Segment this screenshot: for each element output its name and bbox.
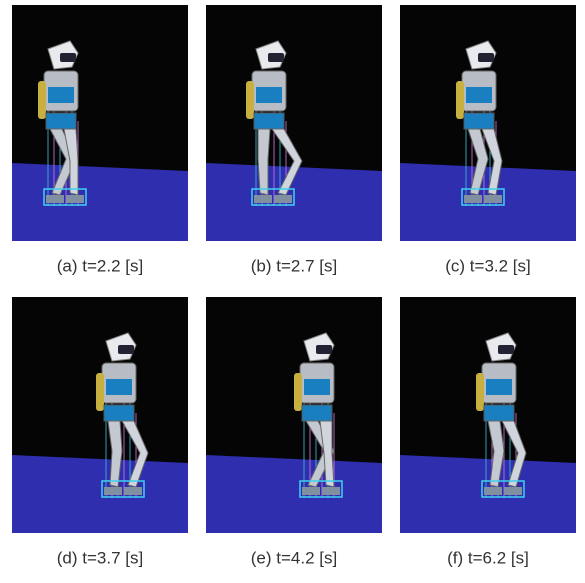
- robot-leg: [258, 129, 270, 195]
- floor: [206, 455, 382, 533]
- robot-hip: [104, 405, 134, 421]
- robot-hip: [46, 113, 76, 129]
- robot-foot: [254, 195, 272, 203]
- figure: (a) t=2.2 [s] (b) t=2.7 [s] (c) t=3.2 [s] (…: [0, 0, 585, 578]
- robot-foot: [302, 487, 320, 495]
- robot-arm: [38, 81, 46, 119]
- robot-arm: [476, 373, 484, 411]
- robot-foot: [274, 195, 292, 203]
- robot-visor: [478, 53, 494, 62]
- robot-chest: [466, 87, 492, 103]
- panel: [12, 5, 188, 241]
- floor: [12, 455, 188, 533]
- panel: [400, 297, 576, 533]
- robot-foot: [484, 195, 502, 203]
- robot-hip: [484, 405, 514, 421]
- robot-chest: [106, 379, 132, 395]
- robot-hip: [254, 113, 284, 129]
- robot-foot: [66, 195, 84, 203]
- caption: (d) t=3.7 [s]: [57, 548, 143, 567]
- robot-visor: [316, 345, 332, 354]
- caption: (c) t=3.2 [s]: [445, 256, 531, 275]
- robot-visor: [268, 53, 284, 62]
- robot-visor: [60, 53, 76, 62]
- robot-hip: [464, 113, 494, 129]
- caption: (b) t=2.7 [s]: [251, 256, 337, 275]
- robot-foot: [504, 487, 522, 495]
- robot-arm: [456, 81, 464, 119]
- robot-hip: [302, 405, 332, 421]
- floor: [12, 163, 188, 241]
- panel: [206, 297, 382, 533]
- robot-visor: [498, 345, 514, 354]
- caption: (e) t=4.2 [s]: [251, 548, 337, 567]
- robot-foot: [464, 195, 482, 203]
- caption: (f) t=6.2 [s]: [447, 548, 529, 567]
- robot-arm: [246, 81, 254, 119]
- robot-arm: [96, 373, 104, 411]
- caption: (a) t=2.2 [s]: [57, 256, 143, 275]
- robot-chest: [256, 87, 282, 103]
- robot-chest: [48, 87, 74, 103]
- robot-arm: [294, 373, 302, 411]
- panel: [400, 5, 576, 241]
- panel: [206, 5, 382, 241]
- panel: [12, 297, 188, 533]
- robot-foot: [46, 195, 64, 203]
- robot-chest: [304, 379, 330, 395]
- page: (a) t=2.2 [s] (b) t=2.7 [s] (c) t=3.2 [s] (…: [0, 0, 585, 578]
- robot-foot: [484, 487, 502, 495]
- robot-visor: [118, 345, 134, 354]
- robot-foot: [322, 487, 340, 495]
- robot-chest: [486, 379, 512, 395]
- robot-foot: [124, 487, 142, 495]
- robot-foot: [104, 487, 122, 495]
